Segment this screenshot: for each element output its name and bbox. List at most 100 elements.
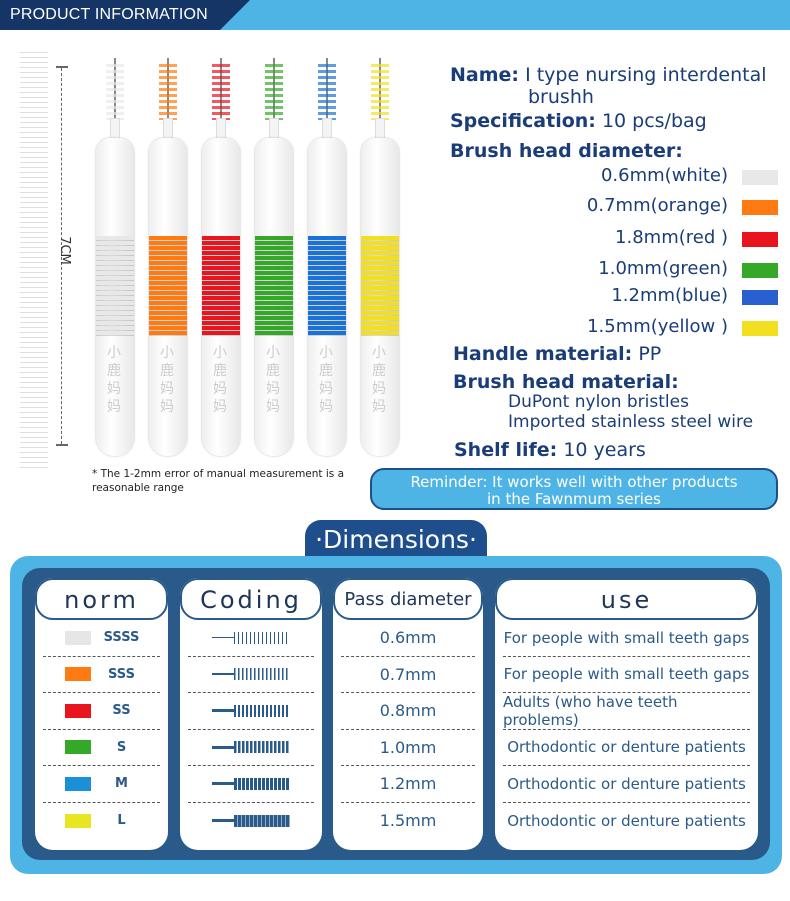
pass-diameter: 1.0mm — [379, 737, 437, 757]
ruler — [20, 48, 48, 468]
table-cell: Adults (who have teeth problems) — [503, 693, 750, 730]
coding-icon — [212, 814, 290, 827]
color-swatch — [742, 200, 778, 215]
table-cell: SS — [43, 693, 160, 730]
color-swatch — [742, 290, 778, 305]
name-line: Name: I type nursing interdental — [450, 64, 767, 86]
length-indicator: 7CM — [56, 66, 72, 446]
color-swatch — [65, 667, 91, 682]
norm-code: SSS — [108, 666, 135, 682]
use-description: Orthodontic or denture patients — [507, 738, 746, 757]
table-cell: M — [43, 766, 160, 803]
handle-logo-text: 小鹿妈妈 — [266, 345, 280, 415]
size-label: 1.2mm(blue) — [611, 285, 728, 306]
color-swatch — [742, 263, 778, 278]
reminder-banner: Reminder: It works well with other produ… — [370, 468, 778, 510]
pass-header: Pass diameter — [333, 578, 483, 620]
brush-illustration: 小鹿妈妈 — [149, 58, 187, 456]
table-cell: SSS — [43, 657, 160, 693]
table-cell: 1.0mm — [341, 730, 475, 766]
pass-diameter: 0.8mm — [379, 701, 437, 721]
color-swatch — [65, 703, 91, 718]
shelf-line: Shelf life: 10 years — [454, 439, 646, 461]
name-line-2: brushh — [528, 86, 594, 108]
color-swatch — [742, 170, 778, 185]
table-cell: For people with small teeth gaps — [503, 657, 750, 693]
norm-header: norm — [35, 578, 168, 620]
diameter-heading: Brush head diameter: — [450, 140, 683, 162]
use-description: For people with small teeth gaps — [503, 628, 750, 647]
length-label: 7CM — [56, 236, 72, 265]
use-header: use — [495, 578, 758, 620]
norm-code: M — [115, 776, 128, 792]
table-cell: For people with small teeth gaps — [503, 620, 750, 657]
color-swatch — [742, 321, 778, 336]
use-description: For people with small teeth gaps — [503, 665, 750, 684]
dimensions-title: ·Dimensions· — [305, 520, 487, 560]
table-cell: Orthodontic or denture patients — [503, 766, 750, 803]
handle-logo-text: 小鹿妈妈 — [107, 345, 121, 415]
table-cell — [188, 620, 314, 657]
coding-header: Coding — [180, 578, 322, 620]
dimensions-panel: norm SSSS SSS SS S M L Coding Pass diameter 0.6… — [10, 556, 782, 874]
color-swatch — [742, 232, 778, 247]
table-cell: L — [43, 803, 160, 840]
pass-diameter: 1.2mm — [379, 774, 437, 794]
size-label: 0.6mm(white) — [600, 165, 728, 186]
coding-icon — [212, 668, 290, 681]
brush-illustration: 小鹿妈妈 — [255, 58, 293, 456]
table-cell — [188, 693, 314, 730]
spec-line: Specification: 10 pcs/bag — [450, 110, 707, 132]
norm-code: SS — [112, 703, 131, 719]
use-description: Adults (who have teeth problems) — [503, 692, 678, 729]
norm-code: S — [116, 739, 127, 755]
head-heading: Brush head material: — [453, 371, 679, 393]
norm-code: SSSS — [103, 630, 140, 646]
table-cell — [188, 803, 314, 840]
table-cell: SSSS — [43, 620, 160, 657]
table-cell: 0.8mm — [341, 693, 475, 730]
header-title: PRODUCT INFORMATION — [10, 6, 208, 23]
table-cell: Orthodontic or denture patients — [503, 803, 750, 840]
brush-illustration: 小鹿妈妈 — [361, 58, 399, 456]
handle-logo-text: 小鹿妈妈 — [319, 345, 333, 415]
table-cell: 0.6mm — [341, 620, 475, 657]
norm-code: L — [117, 813, 126, 829]
use-description: Orthodontic or denture patients — [507, 811, 746, 830]
table-cell: Orthodontic or denture patients — [503, 730, 750, 766]
table-cell — [188, 657, 314, 693]
handle-line: Handle material: PP — [453, 343, 662, 365]
use-description: Orthodontic or denture patients — [507, 774, 746, 793]
color-swatch — [65, 740, 91, 755]
size-label: 1.0mm(green) — [598, 258, 728, 279]
size-label: 1.8mm(red ) — [615, 227, 728, 248]
size-label: 1.5mm(yellow ) — [587, 316, 728, 337]
coding-icon — [212, 631, 290, 644]
table-cell: 1.5mm — [341, 803, 475, 840]
table-cell: S — [43, 730, 160, 766]
head-value-2: Imported stainless steel wire — [508, 412, 754, 432]
coding-icon — [212, 704, 290, 717]
header-banner: PRODUCT INFORMATION — [0, 0, 790, 30]
table-cell: 0.7mm — [341, 657, 475, 693]
coding-icon — [212, 741, 290, 754]
color-swatch — [65, 813, 91, 828]
table-cell — [188, 766, 314, 803]
table-cell: 1.2mm — [341, 766, 475, 803]
color-swatch — [65, 630, 91, 645]
brush-illustration: 小鹿妈妈 — [308, 58, 346, 456]
brush-illustration: 小鹿妈妈 — [202, 58, 240, 456]
handle-logo-text: 小鹿妈妈 — [160, 345, 174, 415]
coding-icon — [212, 777, 290, 790]
size-label: 0.7mm(orange) — [586, 195, 728, 216]
pass-diameter: 1.5mm — [379, 811, 437, 831]
brush-illustration: 小鹿妈妈 — [96, 58, 134, 456]
table-cell — [188, 730, 314, 766]
pass-diameter: 0.7mm — [379, 664, 437, 684]
measurement-note: * The 1-2mm error of manual measurement … — [92, 468, 345, 494]
pass-diameter: 0.6mm — [379, 628, 437, 648]
head-value-1: DuPont nylon bristles — [508, 392, 689, 412]
color-swatch — [65, 776, 91, 791]
handle-logo-text: 小鹿妈妈 — [372, 345, 386, 415]
handle-logo-text: 小鹿妈妈 — [213, 345, 227, 415]
